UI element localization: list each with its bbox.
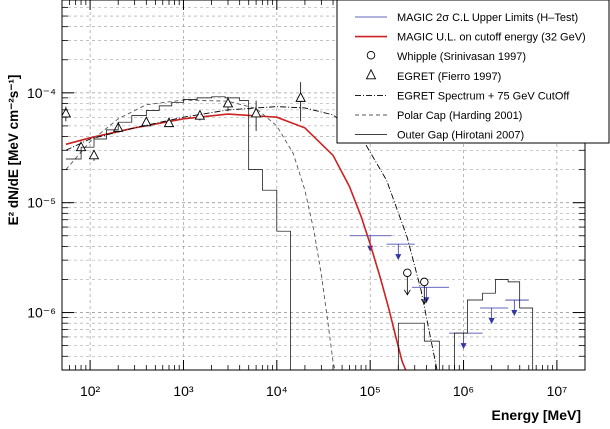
x-tick-label: 10⁴ [266, 383, 288, 399]
legend-swatch-triangle [365, 68, 377, 80]
x-tick-label: 10⁵ [359, 383, 380, 399]
whipple-ul-arrow [403, 289, 411, 296]
egret-point [295, 91, 306, 102]
series-line [65, 106, 438, 370]
series-line [65, 99, 336, 370]
y-tick-label: 10⁻⁵ [27, 195, 56, 211]
series-group [65, 96, 534, 370]
x-tick-label: 10³ [173, 383, 194, 399]
whipple-ul-arrow [420, 298, 428, 305]
egret-point [88, 149, 100, 160]
whipple-point [420, 277, 429, 287]
magic-ul-arrow [460, 343, 467, 350]
series-group [65, 106, 438, 370]
legend-swatch-circle [366, 50, 376, 60]
series-line [65, 113, 407, 370]
egret-point [250, 107, 262, 118]
series-step-line [65, 96, 534, 370]
series-group [403, 268, 429, 305]
legend-label: EGRET Spectrum + 75 GeV CutOff [397, 90, 570, 102]
y-tick-label: 10⁻⁴ [27, 85, 56, 101]
legend-label: EGRET (Fierro 1997) [397, 71, 501, 83]
legend: MAGIC 2σ C.L Upper Limits (H–Test) MAGIC … [336, 0, 610, 144]
egret-point [163, 117, 175, 128]
series-group [65, 113, 407, 370]
egret-point [222, 97, 234, 108]
legend-label: MAGIC 2σ C.L Upper Limits (H–Test) [397, 12, 578, 24]
magic-ul-arrow [395, 254, 402, 261]
legend-label: Outer Gap (Hirotani 2007) [397, 130, 524, 142]
x-tick-label: 10⁶ [453, 383, 474, 399]
legend-label: Polar Cap (Harding 2001) [397, 110, 522, 122]
x-axis-title: Energy [MeV] [492, 407, 581, 423]
legend-box [336, 0, 610, 144]
y-tick-label: 10⁻⁶ [27, 305, 56, 321]
series-group [349, 235, 529, 350]
plot-area-series [62, 82, 534, 370]
y-axis-title: E² dN/dE [MeV cm⁻²s⁻¹] [6, 75, 21, 226]
magic-ul-arrow [511, 310, 518, 317]
plot-frame [61, 0, 586, 371]
magic-ul-arrow [488, 318, 495, 325]
legend-label: MAGIC U.L. on cutoff energy (32 GeV) [397, 32, 586, 44]
legend-label: Whipple (Srinivasan 1997) [397, 51, 526, 63]
x-tick-label: 10² [80, 383, 101, 399]
series-group [62, 82, 306, 161]
series-group [65, 99, 336, 370]
whipple-point [403, 268, 412, 278]
egret-point [141, 116, 152, 127]
x-tick-label: 10⁷ [547, 383, 568, 399]
